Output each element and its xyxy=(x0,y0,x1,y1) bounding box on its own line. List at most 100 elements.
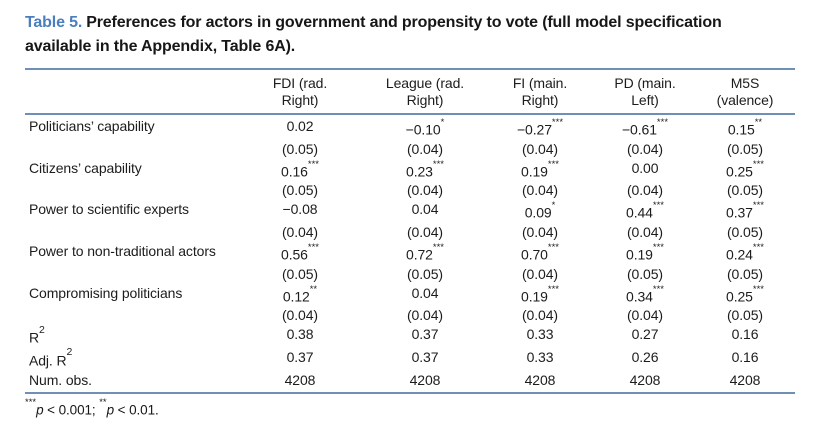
cell-value: 0.25*** xyxy=(726,158,764,180)
cell-value: 0.16*** xyxy=(281,158,319,180)
cell-value: (0.05) xyxy=(727,307,763,324)
column-header: FDI (rad. Right) xyxy=(235,68,365,115)
cell-value: (0.04) xyxy=(522,182,558,199)
cell-value: 0.12** xyxy=(282,283,318,305)
cell-value: 0.38 xyxy=(286,326,314,343)
cell-value: (0.04) xyxy=(522,223,558,240)
cell-value: 0.19*** xyxy=(626,241,664,263)
column-header: FI (main. Right) xyxy=(485,68,595,115)
column-header: PD (main. Left) xyxy=(595,68,695,115)
cell-value: 0.04 xyxy=(411,284,439,301)
cell-value: 4208 xyxy=(595,370,695,394)
row-label xyxy=(25,181,235,200)
footnote-text: < 0.001; xyxy=(43,402,100,418)
row-label xyxy=(25,223,235,242)
cell-value: 0.16 xyxy=(731,326,759,343)
cell-value: (0.05) xyxy=(282,265,318,282)
cell-value: 0.00 xyxy=(631,159,659,176)
table-row: Politicians’ capability 0.02 −0.10* −0.27**… xyxy=(25,114,795,140)
cell-value: (0.05) xyxy=(627,265,663,282)
significance-footnote: ***p < 0.001; **p < 0.01. xyxy=(25,397,795,418)
p-symbol: p xyxy=(36,402,44,418)
cell-value: −0.61*** xyxy=(621,117,669,138)
cell-value: 0.33 xyxy=(526,348,554,365)
cell-value: 0.26 xyxy=(631,348,659,365)
row-label-header xyxy=(25,68,235,115)
row-label: Power to scientific experts xyxy=(29,201,189,218)
cell-value: 0.16 xyxy=(731,348,759,365)
table-row: Adj. R2 0.37 0.37 0.33 0.26 0.16 xyxy=(25,346,795,371)
cell-value: −0.08 xyxy=(282,201,318,218)
cell-value: (0.04) xyxy=(627,307,663,324)
cell-value: (0.05) xyxy=(282,140,318,157)
cell-value: 0.33 xyxy=(526,326,554,343)
cell-value: (0.05) xyxy=(727,140,763,157)
column-header: League (rad. Right) xyxy=(365,68,485,115)
cell-value: 0.09* xyxy=(524,200,556,221)
table-row: Power to non-traditional actors 0.56*** 0.… xyxy=(25,242,795,265)
row-label xyxy=(25,306,235,325)
p-symbol: p xyxy=(106,402,115,418)
cell-value: 0.19*** xyxy=(521,283,559,305)
cell-value: (0.05) xyxy=(282,182,318,199)
cell-value: (0.05) xyxy=(727,182,763,199)
table-row: (0.05) (0.04) (0.04) (0.04) (0.05) xyxy=(25,181,795,200)
cell-value: (0.04) xyxy=(627,140,663,157)
row-label: Power to non-traditional actors xyxy=(29,242,216,259)
row-label: Politicians’ capability xyxy=(29,118,155,134)
cell-value: (0.04) xyxy=(407,140,443,157)
table-row: (0.05) (0.04) (0.04) (0.04) (0.05) xyxy=(25,140,795,159)
cell-value: (0.04) xyxy=(407,223,443,240)
cell-value: 0.37 xyxy=(411,348,439,365)
cell-value: 0.24*** xyxy=(726,241,764,263)
table-row: (0.05) (0.05) (0.04) (0.05) (0.05) xyxy=(25,265,795,284)
cell-value: 0.25*** xyxy=(726,283,764,305)
row-label: R2 xyxy=(29,323,45,346)
table-row: (0.04) (0.04) (0.04) (0.04) (0.05) xyxy=(25,306,795,325)
cell-value: 0.37 xyxy=(286,348,314,365)
cell-value: (0.05) xyxy=(727,265,763,282)
table-caption: Preferences for actors in government and… xyxy=(25,14,722,55)
cell-value: 0.34*** xyxy=(626,283,664,305)
cell-value: −0.27*** xyxy=(516,117,564,138)
table-body: Politicians’ capability 0.02 −0.10* −0.27**… xyxy=(25,114,795,394)
cell-value: (0.04) xyxy=(627,182,663,199)
table-header-row: FDI (rad. Right) League (rad. Right) FI (m… xyxy=(25,68,795,115)
row-label: Num. obs. xyxy=(25,370,235,394)
cell-value: (0.04) xyxy=(522,140,558,157)
cell-value: 0.70*** xyxy=(521,241,559,263)
table-row: Citizens’ capability 0.16*** 0.23*** 0.19**… xyxy=(25,159,795,182)
table-row: Power to scientific experts −0.08 0.04 0.09… xyxy=(25,200,795,223)
cell-value: 4208 xyxy=(485,370,595,394)
table-row: R2 0.38 0.37 0.33 0.27 0.16 xyxy=(25,323,795,348)
cell-value: 4208 xyxy=(235,370,365,394)
cell-value: 0.72*** xyxy=(406,241,444,263)
cell-value: (0.04) xyxy=(407,182,443,199)
row-label: Citizens’ capability xyxy=(29,159,142,176)
cell-value: 0.23*** xyxy=(406,158,444,180)
cell-value: 0.27 xyxy=(631,326,659,343)
cell-value: (0.05) xyxy=(727,223,763,240)
cell-value: 4208 xyxy=(695,370,795,394)
cell-value: 0.04 xyxy=(411,201,439,218)
cell-value: 4208 xyxy=(365,370,485,394)
cell-value: (0.04) xyxy=(282,307,318,324)
cell-value: (0.04) xyxy=(282,223,318,240)
cell-value: (0.04) xyxy=(407,307,443,324)
cell-value: 0.56*** xyxy=(281,241,319,263)
table-row: (0.04) (0.04) (0.04) (0.04) (0.05) xyxy=(25,223,795,242)
cell-value: 0.19*** xyxy=(521,158,559,180)
cell-value: 0.37*** xyxy=(726,200,764,221)
table-number: Table 5. xyxy=(25,14,83,31)
column-header: M5S (valence) xyxy=(695,68,795,115)
row-label: Compromising politicians xyxy=(29,284,183,301)
cell-value: 0.15** xyxy=(727,117,763,138)
cell-value: 0.44*** xyxy=(626,200,664,221)
table-row: Compromising politicians 0.12** 0.04 0.19**… xyxy=(25,284,795,307)
cell-value: 0.37 xyxy=(411,326,439,343)
row-label xyxy=(25,140,235,159)
cell-value: (0.04) xyxy=(522,265,558,282)
cell-value: (0.04) xyxy=(522,307,558,324)
row-label xyxy=(25,265,235,284)
